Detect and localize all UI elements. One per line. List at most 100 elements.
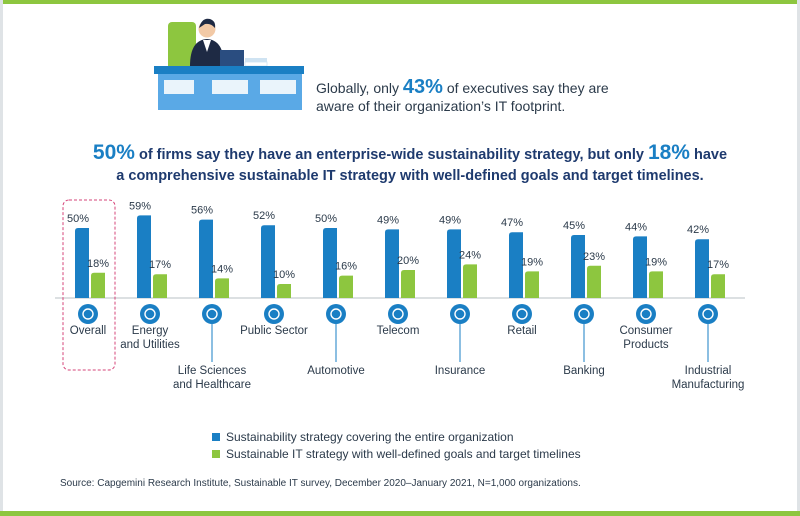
cart-icon: [512, 304, 532, 324]
desk-drawer: [164, 80, 194, 94]
category-label: Life Sciences: [178, 365, 247, 377]
top-accent-bar: [0, 0, 800, 4]
key-finding-statement: 50% of firms say they have an enterprise…: [60, 142, 760, 187]
finding-line2: a comprehensive sustainable IT strategy …: [116, 168, 704, 184]
bottom-accent-bar: [0, 511, 800, 516]
chair-back: [168, 22, 196, 74]
person-shirt: [203, 40, 211, 52]
category-label: and Utilities: [120, 339, 180, 351]
executive-at-desk-illustration: [154, 18, 304, 110]
data-label-series-2: 18%: [87, 258, 109, 270]
data-label-series-1: 44%: [625, 221, 647, 233]
chart-legend: Sustainability strategy covering the ent…: [212, 428, 632, 462]
data-label-series-1: 50%: [315, 213, 337, 225]
right-border: [797, 0, 800, 516]
headline-value: 43%: [402, 76, 443, 98]
data-label-series-2: 19%: [645, 256, 667, 268]
bar-series-1: [447, 229, 461, 298]
cart-icon-glyph: [516, 308, 528, 320]
person-suit: [190, 39, 224, 66]
energy-icon-glyph: [144, 308, 156, 320]
legend-label-series-2: Sustainable IT strategy with well-define…: [226, 446, 581, 461]
highlight-frame: [62, 199, 116, 371]
data-label-series-1: 59%: [129, 200, 151, 212]
category-label: and Healthcare: [173, 379, 251, 391]
category-label: Banking: [563, 365, 605, 377]
bar-series-2: [277, 284, 291, 298]
bank-icon-glyph: [578, 308, 590, 320]
finding-text-2: have: [689, 147, 728, 163]
category-label: Energy: [132, 325, 169, 337]
bar-series-1: [571, 235, 585, 298]
category-label: Manufacturing: [672, 379, 745, 391]
left-border: [0, 0, 3, 516]
legend-swatch-series-2: [212, 449, 220, 458]
category-label: Public Sector: [240, 325, 308, 337]
dna-icon: [202, 304, 222, 324]
car-icon: [326, 304, 346, 324]
factory-icon: [698, 304, 718, 324]
data-label-series-1: 56%: [191, 205, 213, 217]
energy-icon: [140, 304, 160, 324]
data-label-series-2: 14%: [211, 263, 233, 275]
dna-icon-glyph: [206, 308, 218, 320]
legend-item-series-1: Sustainability strategy covering the ent…: [212, 428, 632, 445]
bar-series-1: [385, 229, 399, 298]
bar-series-2: [339, 275, 353, 298]
car-icon-glyph: [330, 308, 342, 320]
data-label-series-2: 20%: [397, 255, 419, 267]
category-label: Overall: [70, 325, 106, 337]
data-label-series-1: 42%: [687, 224, 709, 236]
paper-stack: [245, 58, 267, 62]
data-label-series-2: 16%: [335, 261, 357, 273]
tag-icon-glyph: [640, 308, 652, 320]
satellite-icon: [388, 304, 408, 324]
headline-statement: Globally, only 43% of executives say the…: [316, 76, 636, 115]
data-label-series-2: 17%: [149, 259, 171, 271]
data-label-series-2: 17%: [707, 259, 729, 271]
tag-icon: [636, 304, 656, 324]
bar-series-1: [633, 236, 647, 298]
category-label: Automotive: [307, 365, 365, 377]
factory-icon-glyph: [702, 308, 714, 320]
bank-icon: [574, 304, 594, 324]
bar-series-2: [463, 264, 477, 298]
laptop-icon: [220, 50, 244, 66]
desk-top: [154, 66, 304, 74]
bar-series-2: [153, 274, 167, 298]
headline-prefix: Globally, only: [316, 80, 403, 96]
data-label-series-1: 45%: [563, 220, 585, 232]
data-label-series-1: 52%: [253, 210, 275, 222]
finding-text-1: of firms say they have an enterprise-wid…: [134, 147, 648, 163]
bar-series-1: [695, 239, 709, 298]
bar-series-2: [215, 278, 229, 298]
finding-value-1: 50%: [92, 141, 135, 164]
category-label: Industrial: [685, 365, 732, 377]
bar-series-1: [509, 232, 523, 298]
category-label: Products: [623, 339, 669, 351]
bar-series-2: [401, 270, 415, 298]
headline-line2: aware of their organization’s IT footpri…: [316, 98, 566, 114]
government-icon: [264, 304, 284, 324]
source-note: Source: Capgemini Research Institute, Su…: [60, 478, 581, 489]
bar-series-2: [711, 274, 725, 298]
bar-series-1: [261, 225, 275, 298]
bar-series-1: [323, 228, 337, 298]
globe-icon: [78, 304, 98, 324]
bar-series-2: [525, 271, 539, 298]
legend-item-series-2: Sustainable IT strategy with well-define…: [212, 445, 632, 462]
hands-icon-glyph: [454, 308, 466, 320]
data-label-series-1: 49%: [439, 214, 461, 226]
data-label-series-1: 49%: [377, 214, 399, 226]
headline-suffix: of executives say they are: [442, 80, 609, 96]
data-label-series-1: 47%: [501, 217, 523, 229]
legend-label-series-1: Sustainability strategy covering the ent…: [226, 429, 514, 444]
category-label: Telecom: [377, 325, 420, 337]
bar-series-1: [75, 228, 89, 298]
data-label-series-2: 24%: [459, 249, 481, 261]
data-label-series-2: 23%: [583, 251, 605, 263]
person-hair: [199, 18, 216, 28]
data-label-series-1: 50%: [67, 213, 89, 225]
data-label-series-2: 19%: [521, 256, 543, 268]
globe-icon-glyph: [82, 308, 94, 320]
